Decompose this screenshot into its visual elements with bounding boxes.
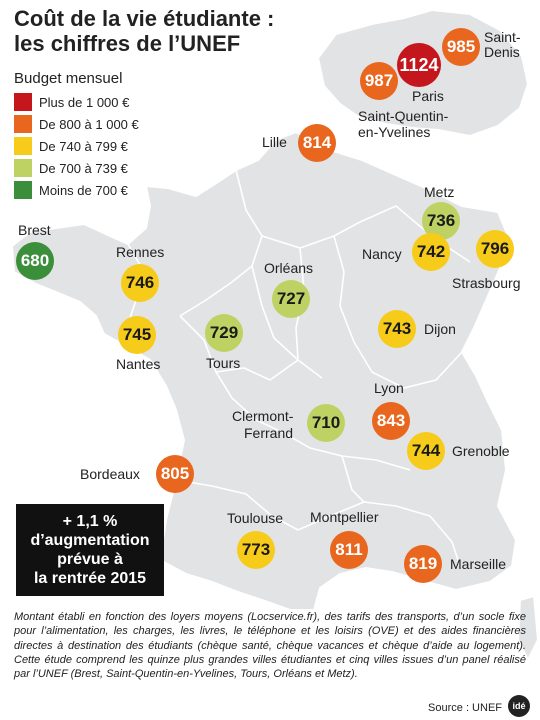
city-label-metz: Metz — [424, 184, 455, 200]
city-label-saint-denis: Saint-Denis — [484, 29, 521, 60]
callout-line-4: la rentrée 2015 — [33, 570, 147, 587]
city-marker-saint-denis: 985 — [442, 28, 480, 66]
legend-title: Budget mensuel — [14, 70, 123, 87]
city-marker-grenoble: 744 — [407, 432, 445, 470]
legend-label: Moins de 700 € — [39, 182, 128, 198]
city-marker-paris: 1124 — [397, 43, 441, 87]
city-marker-toulouse: 773 — [237, 531, 275, 569]
city-label-saint-quentin-2: en-Yvelines — [358, 124, 431, 140]
legend-item: De 700 à 739 € — [14, 157, 139, 179]
legend-swatch — [14, 137, 32, 155]
legend-label: De 800 à 1 000 € — [39, 116, 139, 132]
city-marker-metz: 736 — [422, 202, 460, 240]
legend-item: Plus de 1 000 € — [14, 91, 139, 113]
city-label-nantes: Nantes — [116, 356, 161, 372]
corsica-outline — [516, 594, 540, 663]
increase-callout: + 1,1 % d’augmentation prévue à la rentr… — [16, 504, 164, 596]
city-marker-orleans: 727 — [272, 280, 310, 318]
legend-item: Moins de 700 € — [14, 179, 139, 201]
city-marker-strasbourg: 796 — [476, 230, 514, 268]
city-label-orleans: Orléans — [264, 260, 314, 276]
footnote: Montant établi en fonction des loyers mo… — [14, 611, 526, 681]
title-line-1: Coût de la vie étudiante : — [14, 6, 275, 31]
city-label-tours: Tours — [206, 355, 241, 371]
city-marker-tours: 729 — [205, 314, 243, 352]
city-marker-lille: 814 — [298, 124, 336, 162]
city-label-dijon: Dijon — [424, 321, 456, 337]
city-label-lille: Lille — [262, 134, 287, 150]
city-label-marseille: Marseille — [450, 556, 507, 572]
city-label-paris: Paris — [412, 88, 444, 104]
legend-swatch — [14, 93, 32, 111]
city-label-brest: Brest — [18, 222, 51, 238]
legend-swatch — [14, 159, 32, 177]
city-label-clermont-2: Ferrand — [244, 425, 294, 441]
legend-swatch — [14, 115, 32, 133]
callout-line-3: prévue à — [57, 551, 123, 568]
legend-item: De 800 à 1 000 € — [14, 113, 139, 135]
city-label-grenoble: Grenoble — [452, 443, 510, 459]
city-marker-bordeaux: 805 — [156, 455, 194, 493]
city-marker-clermont-ferrand: 710 — [307, 404, 345, 442]
city-label-lyon: Lyon — [374, 380, 404, 396]
city-label-toulouse: Toulouse — [227, 510, 284, 526]
callout-line-1: + 1,1 % — [62, 513, 118, 530]
france-outline — [10, 130, 518, 611]
legend: Budget mensuel Plus de 1 000 € De 800 à … — [14, 70, 139, 201]
city-label-saint-quentin-1: Saint-Quentin- — [358, 108, 449, 124]
city-label-montpellier: Montpellier — [310, 509, 379, 525]
city-marker-lyon: 843 — [372, 402, 410, 440]
ide-logo: idé — [508, 695, 530, 717]
city-label-rennes: Rennes — [116, 244, 165, 260]
region-borders — [125, 169, 471, 567]
city-marker-nancy: 742 — [412, 233, 450, 271]
callout-line-2: d’augmentation — [30, 532, 150, 549]
legend-swatch — [14, 181, 32, 199]
city-marker-saint-quentin: 987 — [360, 62, 398, 100]
source-credit: Source : UNEF — [428, 702, 502, 714]
city-label-bordeaux: Bordeaux — [80, 466, 140, 482]
city-label-nancy: Nancy — [362, 246, 402, 262]
city-marker-rennes: 746 — [121, 264, 159, 302]
city-marker-nantes: 745 — [118, 316, 156, 354]
legend-label: De 740 à 799 € — [39, 138, 128, 154]
legend-item: De 740 à 799 € — [14, 135, 139, 157]
city-marker-dijon: 743 — [378, 310, 416, 348]
legend-label: Plus de 1 000 € — [39, 94, 130, 110]
legend-label: De 700 à 739 € — [39, 160, 128, 176]
city-marker-brest: 680 — [16, 242, 54, 280]
page-title: Coût de la vie étudiante : les chiffres … — [14, 6, 274, 56]
city-marker-marseille: 819 — [404, 545, 442, 583]
city-label-clermont-1: Clermont- — [232, 408, 294, 424]
city-marker-montpellier: 811 — [330, 531, 368, 569]
title-line-2: les chiffres de l’UNEF — [14, 31, 241, 56]
city-label-strasbourg: Strasbourg — [452, 275, 521, 291]
